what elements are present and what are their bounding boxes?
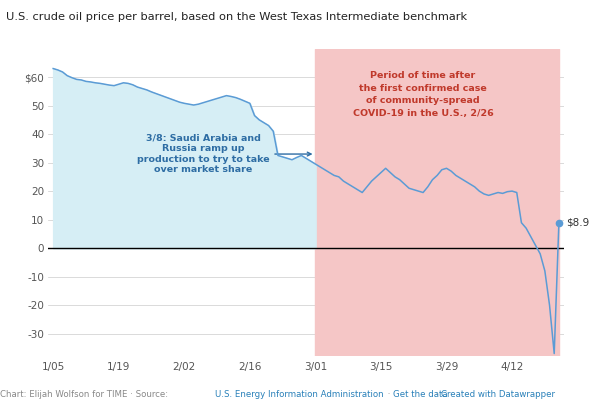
Text: 3/8: Saudi Arabia and
Russia ramp up
production to try to take
over market share: 3/8: Saudi Arabia and Russia ramp up pro…	[137, 134, 311, 174]
Text: Created with Datawrapper: Created with Datawrapper	[441, 390, 555, 399]
Text: U.S. Energy Information Administration: U.S. Energy Information Administration	[215, 390, 384, 399]
Text: Period of time after
the first confirmed case
of community-spread
COVID-19 in th: Period of time after the first confirmed…	[353, 71, 493, 118]
Text: Get the data: Get the data	[393, 390, 447, 399]
Text: ·: ·	[433, 390, 441, 399]
Bar	[315, 49, 559, 356]
Text: U.S. crude oil price per barrel, based on the West Texas Intermediate benchmark: U.S. crude oil price per barrel, based o…	[6, 12, 467, 22]
Text: Chart: Elijah Wolfson for TIME · Source:: Chart: Elijah Wolfson for TIME · Source:	[0, 390, 171, 399]
Text: ·: ·	[385, 390, 393, 399]
Text: $8.9: $8.9	[566, 218, 589, 228]
